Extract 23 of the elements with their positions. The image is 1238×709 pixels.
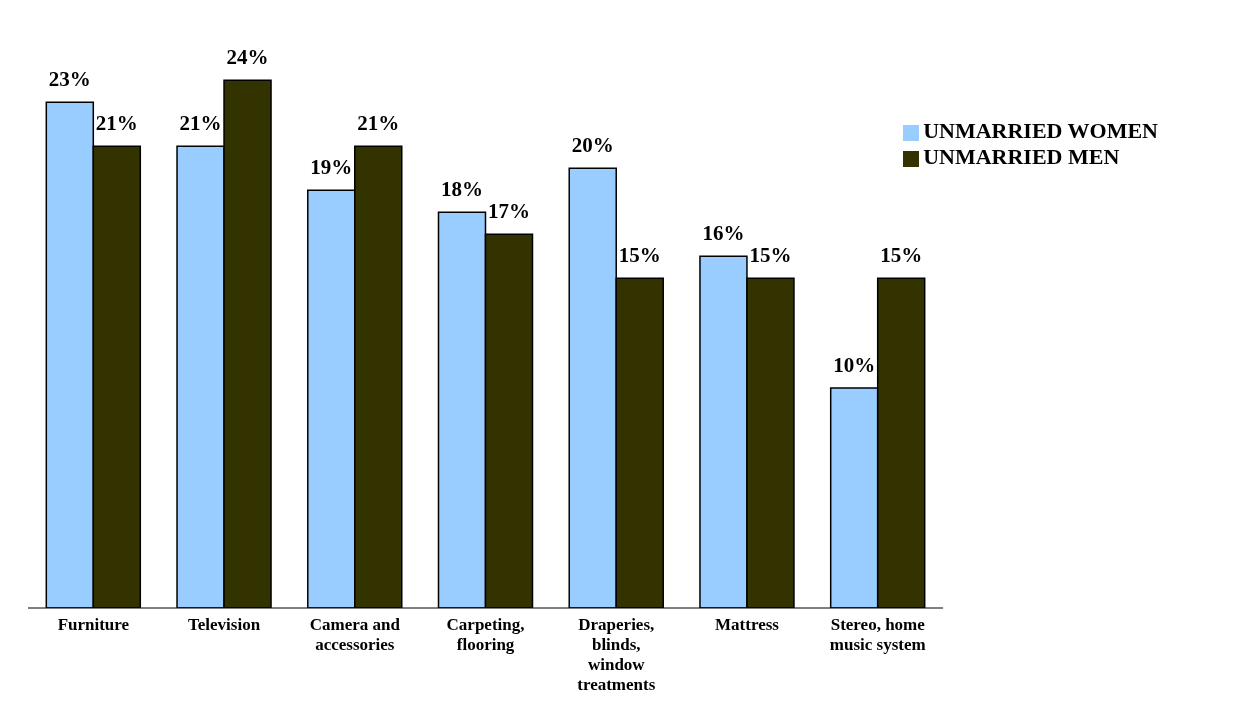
data-label: 21%	[179, 111, 222, 136]
data-label: 10%	[833, 353, 876, 378]
data-label: 21%	[357, 111, 400, 136]
x-tick-label: Furniture	[57, 615, 130, 634]
x-tick-label: Carpeting, flooring	[446, 615, 525, 654]
data-label: 21%	[95, 111, 138, 136]
x-tick-label: Camera and accessories	[309, 615, 401, 654]
data-label: 15%	[880, 243, 923, 268]
data-label: 15%	[618, 243, 661, 268]
legend-label: UNMARRIED WOMEN	[923, 118, 1158, 143]
data-label: 23%	[48, 67, 91, 92]
data-label: 24%	[226, 45, 269, 70]
data-label: 15%	[749, 243, 792, 268]
data-label: 16%	[702, 221, 745, 246]
x-tick-label: Stereo, home music system	[829, 615, 926, 654]
x-tick-label: Draperies, blinds, window treatments	[577, 615, 656, 694]
x-tick-label: Mattress	[715, 615, 780, 634]
legend-label: UNMARRIED MEN	[923, 144, 1120, 169]
data-label: 19%	[310, 155, 353, 180]
data-label: 20%	[571, 133, 614, 158]
data-label: 18%	[441, 177, 483, 202]
data-label: 17%	[488, 199, 530, 224]
x-tick-label: Television	[188, 615, 261, 634]
